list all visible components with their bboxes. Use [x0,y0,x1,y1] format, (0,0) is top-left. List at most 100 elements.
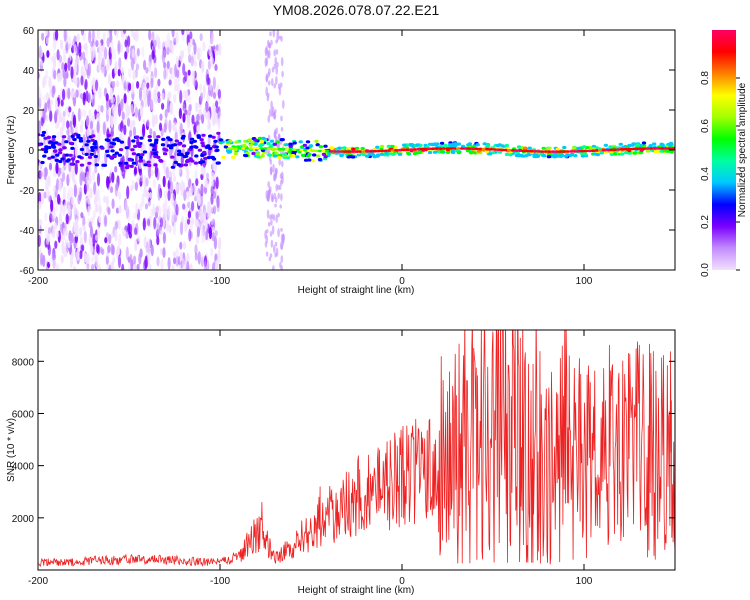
spectrogram-cell [175,247,179,258]
spectrogram-cell [302,143,308,147]
spectrogram-cell [115,207,120,214]
spectrogram-cell [508,153,513,157]
spectrogram-cell [177,142,182,146]
spectrogram-cell [160,258,164,270]
spectrogram-cell [159,113,163,121]
spectrogram-cell [65,70,69,79]
snr-x-axis-label: Height of straight line (km) [298,585,415,596]
spectrogram-cell [72,65,76,79]
spectrogram-cell [68,230,72,241]
colorbar-tick-label: 0.0 [700,263,711,277]
spectrogram-cell [188,104,192,116]
spectrogram-cell [379,144,385,148]
spectrogram-ridge-cell [514,149,520,152]
spectrogram-cell [182,113,186,123]
spectrogram-cell [43,147,49,151]
spectrogram-cell [78,139,84,143]
spectrogram-y-axis-label: Frequency (Hz) [6,116,17,185]
spectrogram-cell [515,151,520,155]
spectrogram-cell [206,144,211,148]
spectrogram-cell [623,151,629,155]
spectrogram-cell [145,66,149,74]
spectrogram-cell [648,144,653,148]
spectrogram-cell [114,166,118,173]
spectrogram-cell [104,215,108,227]
spectrogram-cell [118,204,122,215]
spectrogram-ridge-cell [441,147,447,150]
spectrogram-cell [59,126,64,139]
spectrogram-cell [100,105,104,113]
spectrogram-cell [148,54,152,63]
spectrogram-cell [354,146,360,150]
spectrogram-cell [196,134,201,138]
spectrogram-cell [40,160,45,165]
spectrogram-cell [182,103,186,112]
spectrogram-cell [54,99,59,111]
spectrogram-cell [559,154,564,158]
spectrogram-cell [323,144,328,148]
spectrogram-cell [460,144,466,148]
spectrogram-cell [155,206,159,213]
spectrogram-cell [145,75,150,84]
spectrogram-cell [142,81,146,93]
spectrogram-cell [48,162,53,171]
spectrogram-cell [179,221,184,236]
spectrogram-cell [213,235,217,250]
snr-line [38,330,675,567]
spectrogram-cell [267,39,270,47]
spectrogram-cell [80,120,84,127]
spectrogram-cell [95,79,99,92]
spectrogram-cell [142,217,146,231]
spectrogram-cell [266,92,270,98]
spectrogram-cell [111,265,116,270]
spectrogram-cell [202,84,206,99]
spectrogram-cell [445,150,451,154]
spectrogram-cell [101,65,105,76]
spectrogram-cell [47,175,51,187]
spectrogram-cell [214,112,218,119]
spectrogram-ridge-cell [579,149,585,153]
spectrogram-cell [59,223,63,234]
spectrogram-cell [58,178,62,193]
spectrogram-cell [186,167,190,182]
spectrogram-cell [269,139,275,143]
spectrogram-cell [103,196,107,204]
spectrogram-cell [82,224,86,232]
spectrogram-cell [62,227,66,241]
spectrogram-cell [582,152,587,156]
spectrogram-cell [275,75,278,85]
spectrogram-cell [189,218,193,232]
spectrogram-cell [272,265,275,270]
spectrogram-cell [165,223,169,231]
spectrogram-cell [223,145,229,149]
spectrogram-cell [393,145,398,149]
spectrogram-cell [175,255,179,267]
spectrogram-cell [215,176,219,190]
spectrogram-cell [608,145,613,149]
spectrogram-cell [51,252,55,261]
spectrogram-ridge-cell [608,148,614,152]
spectrogram-cell [110,114,114,128]
snr-y-axis-label: SNR (10 * v/v) [6,418,17,482]
spectrogram-cell [105,63,109,72]
spectrogram-cell [63,30,67,42]
spectrogram-cell [39,170,43,179]
snr-x-tick-label: -100 [210,576,230,587]
spectrogram-cell [162,202,166,215]
spectrogram-cell [603,143,609,147]
spectrogram-cell [132,31,136,41]
snr-panel: -200 -100 0 100 2000 4000 6000 8000 Height of s… [6,329,676,596]
spectrogram-ridge-cell [630,147,636,151]
spectrogram-cell [199,33,203,42]
spectrogram-cell [131,161,137,165]
spectrogram-cell [54,240,58,250]
spectrogram-cell [125,246,129,260]
spectrogram-cell [87,194,91,205]
spectrogram-cell [89,120,94,130]
spectrogram-cell [187,94,192,104]
spectrogram-ridge-cell [627,147,632,151]
spectrogram-cell [208,226,212,240]
spectrogram-cell [114,61,118,75]
spectrogram-cell [96,151,100,163]
spectrogram-cell [136,81,140,89]
